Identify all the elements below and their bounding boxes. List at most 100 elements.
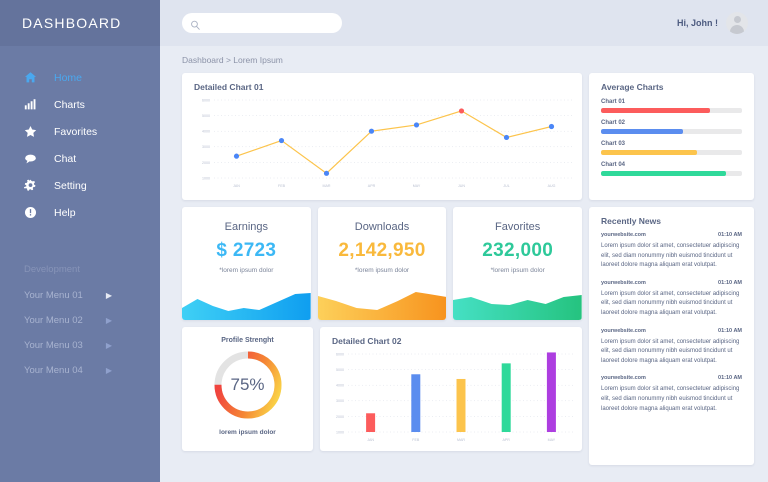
search-icon [190, 18, 201, 30]
recently-news-card: Recently News yourwebsite.com 01:10 AM Lor… [589, 207, 754, 465]
right-column: Average Charts Chart 01 Chart 02 Chart 03 C… [589, 73, 754, 465]
svg-text:6000: 6000 [336, 352, 344, 356]
line-chart[interactable]: 1000 2000 3000 4000 5000 6000 JAN FEB MAR APR MAY J… [182, 92, 582, 196]
average-bar-track [601, 129, 742, 134]
news-timestamp: 01:10 AM [718, 232, 742, 238]
news-source: yourwebsite.com [601, 232, 646, 238]
sidebar-item-help[interactable]: Help [0, 199, 160, 226]
main-area: Hi, John ! Dashboard > Lorem Ipsum Detai… [160, 0, 768, 482]
chevron-right-icon: ▶ [105, 291, 112, 300]
sidebar-submenu-label: Your Menu 04 [24, 365, 83, 376]
news-timestamp: 01:10 AM [718, 375, 742, 382]
news-item[interactable]: yourwebsite.com 01:10 AM Lorem ipsum dolor… [601, 232, 742, 271]
sidebar-item-favorites[interactable]: Favorites [0, 118, 160, 145]
news-item-header: yourwebsite.com 01:10 AM [601, 375, 742, 381]
svg-text:1000: 1000 [202, 176, 210, 180]
sidebar-item-label: Charts [54, 98, 85, 111]
svg-text:3000: 3000 [336, 399, 344, 403]
sidebar-item-chat[interactable]: Chat [0, 145, 160, 172]
sidebar-section-title: Development [24, 264, 80, 275]
stat-value: 2,142,950 [338, 240, 426, 261]
news-source: yourwebsite.com [601, 327, 646, 334]
bar-chart[interactable]: 1000 2000 3000 4000 5000 6000 JAN FEB MAR APR MAY [320, 346, 582, 450]
news-timestamp: 01:10 AM [718, 327, 742, 334]
sidebar-submenu-4[interactable]: Your Menu 04 ▶ [0, 358, 160, 383]
average-bar-track [601, 150, 742, 155]
sidebar-menu-list: Your Menu 01 ▶ Your Menu 02 ▶ Your Menu 03 ▶ Y… [0, 283, 160, 383]
stat-sparkline [453, 286, 583, 320]
average-bars-list: Chart 01 Chart 02 Chart 03 Chart 04 [589, 92, 754, 176]
user-area: Hi, John ! [677, 12, 752, 34]
sidebar-submenu-label: Your Menu 01 [24, 290, 83, 301]
news-item-header: yourwebsite.com 01:10 AM [601, 232, 742, 238]
detailed-chart-02-title: Detailed Chart 02 [332, 336, 402, 346]
detailed-chart-01-card: Detailed Chart 01 1000 2000 3000 4000 5000 60… [182, 73, 582, 200]
news-body: Lorem ipsum dolor sit amet, consectetuer… [601, 243, 740, 269]
sidebar-item-charts[interactable]: Charts [0, 91, 160, 118]
news-item-header: yourwebsite.com 01:10 AM [601, 328, 742, 334]
sidebar-item-home[interactable]: Home [0, 64, 160, 91]
average-charts-card: Average Charts Chart 01 Chart 02 Chart 03 C… [589, 73, 754, 200]
news-timestamp: 01:10 AM [718, 279, 742, 286]
recently-news-title: Recently News [601, 216, 661, 226]
sidebar-submenu-1[interactable]: Your Menu 01 ▶ [0, 283, 160, 308]
svg-text:JAN: JAN [233, 184, 240, 188]
detailed-chart-02-card: Detailed Chart 02 1000 2000 3000 4000 5000 60… [320, 327, 582, 451]
bottom-row: Profile Strenght 75% lorem ipsum dolor D… [182, 327, 582, 451]
sidebar-item-label: Chat [54, 152, 77, 165]
average-charts-title: Average Charts [601, 82, 664, 92]
news-item[interactable]: yourwebsite.com 01:10 AM Lorem ipsum dolor… [601, 280, 742, 319]
average-bar-row: Chart 02 [601, 120, 742, 134]
bars-icon [24, 97, 44, 113]
stat-subtitle: *lorem ipsum dolor [354, 267, 410, 274]
top-row: Detailed Chart 01 1000 2000 3000 4000 5000 60… [182, 73, 754, 465]
chat-icon [24, 151, 44, 167]
news-source: yourwebsite.com [601, 375, 646, 382]
svg-text:MAY: MAY [548, 438, 556, 442]
sidebar-nav: Home Charts Favorites Chat Setting Help [0, 46, 160, 226]
average-bar-label: Chart 01 [601, 99, 626, 105]
svg-text:6000: 6000 [202, 98, 210, 102]
sidebar: DASHBOARD Home Charts Favorites Chat Setting… [0, 0, 160, 482]
user-greeting: Hi, John ! [677, 18, 718, 28]
svg-text:JAN: JAN [367, 438, 374, 442]
average-bar-row: Chart 04 [601, 162, 742, 176]
svg-text:AUG: AUG [548, 184, 556, 188]
news-body: Lorem ipsum dolor sit amet, consectetuer… [601, 338, 740, 364]
average-bar-label: Chart 02 [601, 120, 626, 126]
info-icon [24, 205, 44, 221]
svg-text:2000: 2000 [202, 161, 210, 165]
svg-text:3000: 3000 [202, 145, 210, 149]
svg-text:4000: 4000 [202, 130, 210, 134]
stat-subtitle: *lorem ipsum dolor [219, 267, 274, 274]
svg-text:MAR: MAR [323, 184, 331, 188]
search-input[interactable] [206, 18, 334, 28]
news-item[interactable]: yourwebsite.com 01:10 AM Lorem ipsum dolor… [601, 375, 742, 414]
profile-strength-card: Profile Strenght 75% lorem ipsum dolor [182, 327, 313, 451]
detailed-chart-01-title: Detailed Chart 01 [194, 82, 264, 92]
sidebar-item-setting[interactable]: Setting [0, 172, 160, 199]
profile-strength-value: 75% [230, 375, 265, 394]
profile-donut[interactable]: 75% [211, 348, 285, 422]
average-bar-fill [601, 171, 727, 176]
news-list: yourwebsite.com 01:10 AM Lorem ipsum dolor… [589, 226, 754, 414]
svg-text:JUN: JUN [458, 184, 465, 188]
sidebar-submenu-3[interactable]: Your Menu 03 ▶ [0, 333, 160, 358]
news-item[interactable]: yourwebsite.com 01:10 AM Lorem ipsum dolor… [601, 328, 742, 367]
stat-card-downloads: Downloads 2,142,950 *lorem ipsum dolor [317, 207, 447, 320]
chevron-right-icon: ▶ [105, 316, 112, 325]
average-bar-track [601, 108, 742, 113]
stat-sparkline [182, 286, 311, 320]
avatar[interactable] [726, 12, 748, 34]
news-item-header: yourwebsite.com 01:10 AM [601, 280, 742, 286]
average-bar-label: Chart 03 [601, 141, 626, 147]
profile-strength-title: Profile Strenght [221, 337, 274, 344]
search-box[interactable] [182, 13, 342, 33]
sidebar-submenu-2[interactable]: Your Menu 02 ▶ [0, 308, 160, 333]
brand-header: DASHBOARD [0, 0, 160, 46]
sidebar-item-label: Home [54, 71, 83, 84]
news-body: Lorem ipsum dolor sit amet, consectetuer… [601, 386, 740, 412]
stat-subtitle: *lorem ipsum dolor [490, 267, 545, 274]
svg-text:4000: 4000 [336, 384, 344, 388]
news-source: yourwebsite.com [601, 279, 646, 286]
